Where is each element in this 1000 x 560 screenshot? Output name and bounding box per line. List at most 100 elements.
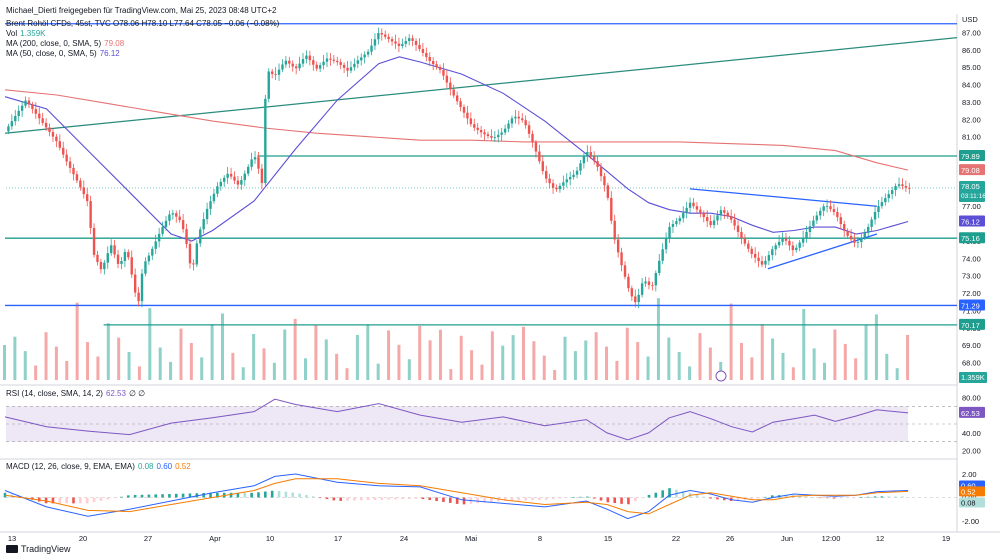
- candle-body: [904, 186, 908, 188]
- macd-histogram-bar: [860, 497, 863, 498]
- volume-bar: [335, 353, 339, 380]
- candle-body: [281, 64, 284, 70]
- volume-bar: [874, 314, 878, 380]
- candle-body: [147, 255, 151, 262]
- macd-histogram-bar: [394, 497, 397, 500]
- price-tick-label: 68.00: [962, 359, 981, 368]
- macd-histogram-bar: [311, 496, 315, 498]
- macd-histogram-bar: [435, 497, 438, 501]
- rsi-value: 62.53: [105, 389, 126, 398]
- candle-body: [418, 44, 421, 49]
- candle-body: [288, 60, 291, 64]
- candle-body: [219, 181, 223, 187]
- candle-body: [541, 161, 544, 172]
- macd-histogram-bar: [716, 497, 719, 500]
- macd-histogram-bar: [401, 497, 404, 500]
- candle-body: [729, 216, 733, 220]
- candle-body: [89, 201, 92, 228]
- volume-label: Vol: [6, 29, 18, 38]
- level-price-tag: [959, 318, 985, 330]
- price-tick-label: 84.00: [962, 81, 981, 90]
- macd-histogram-bar: [654, 492, 658, 498]
- volume-bar: [314, 325, 318, 380]
- ma50-line: [4, 56, 909, 242]
- macd-histogram-bar: [147, 494, 151, 498]
- candle-body: [171, 213, 175, 215]
- candle-body: [692, 202, 695, 207]
- macd-histogram-bar: [99, 497, 103, 501]
- candle-body: [473, 124, 476, 128]
- candle-body: [216, 186, 219, 194]
- candle-body: [123, 252, 127, 262]
- candle-body: [130, 257, 133, 275]
- candle-body: [819, 210, 822, 216]
- macd-histogram-bar: [723, 497, 726, 501]
- volume-bar: [490, 331, 494, 380]
- volume-bar: [739, 343, 743, 380]
- macd-histogram-bar: [236, 492, 240, 498]
- macd-histogram-bar: [154, 494, 158, 498]
- candle-body: [572, 174, 575, 178]
- candle-body: [346, 67, 349, 71]
- candle-body: [401, 43, 404, 46]
- macd-histogram-bar: [449, 497, 452, 503]
- candle-body: [151, 248, 154, 256]
- candle-body: [764, 260, 767, 265]
- candle-body: [199, 229, 202, 244]
- macd-histogram-bar: [161, 494, 164, 498]
- candle-body: [894, 186, 897, 191]
- volume-bar: [283, 329, 287, 380]
- candle-body: [455, 95, 459, 102]
- candle-body: [414, 40, 418, 45]
- tradingview-logo: TradingView: [6, 544, 71, 554]
- macd-histogram-bar: [229, 492, 233, 498]
- volume-bar: [542, 355, 546, 380]
- level-price-tag: [959, 232, 985, 244]
- candle-body: [411, 38, 414, 41]
- x-tick-label: Mai: [465, 534, 477, 543]
- candle-body: [712, 220, 716, 226]
- volume-bar: [376, 363, 380, 380]
- candle-body: [575, 170, 579, 175]
- candle-body: [688, 202, 692, 208]
- candle-body: [24, 100, 27, 106]
- volume-bar: [127, 352, 131, 380]
- macd-histogram-bar: [510, 497, 514, 501]
- candle-body: [356, 60, 360, 64]
- macd-histogram-bar: [202, 493, 205, 498]
- volume-bar: [605, 346, 609, 380]
- volume-bar: [158, 347, 162, 380]
- volume-bar: [885, 353, 889, 380]
- candle-body: [860, 237, 863, 243]
- macd-histogram-bar: [846, 497, 849, 499]
- rsi-extra: ∅ ∅: [128, 389, 146, 398]
- ma200-price-tag-label: 79.08: [961, 166, 980, 175]
- tradingview-brand: TradingView: [21, 544, 71, 554]
- volume-bar: [438, 329, 442, 380]
- volume-bar: [210, 324, 214, 380]
- macd-histogram-bar: [764, 496, 767, 498]
- candle-body: [603, 176, 606, 186]
- last-close-tag-label: 78.05: [961, 182, 980, 191]
- macd-value-tag: [959, 497, 985, 508]
- macd-histogram-bar: [3, 492, 7, 498]
- macd-line: [4, 473, 909, 520]
- volume-bar: [366, 324, 370, 380]
- volume-bar: [75, 302, 79, 380]
- volume-bar: [522, 326, 525, 380]
- volume-value: 1.359K: [20, 29, 46, 38]
- candle-body: [579, 163, 582, 171]
- candle-body: [901, 184, 904, 187]
- macd-histogram-bar: [640, 497, 644, 499]
- ma50-label: MA (50, close, 0, SMA, 5): [6, 49, 97, 58]
- candle-body: [10, 121, 14, 127]
- macd-histogram-bar: [784, 495, 788, 498]
- macd-histogram-bar: [531, 497, 534, 501]
- candle-body: [668, 226, 671, 238]
- candle-body: [294, 66, 298, 69]
- macd-histogram-bar: [366, 497, 370, 501]
- volume-bar: [189, 343, 193, 380]
- candle-body: [404, 41, 407, 44]
- candle-body: [815, 215, 819, 221]
